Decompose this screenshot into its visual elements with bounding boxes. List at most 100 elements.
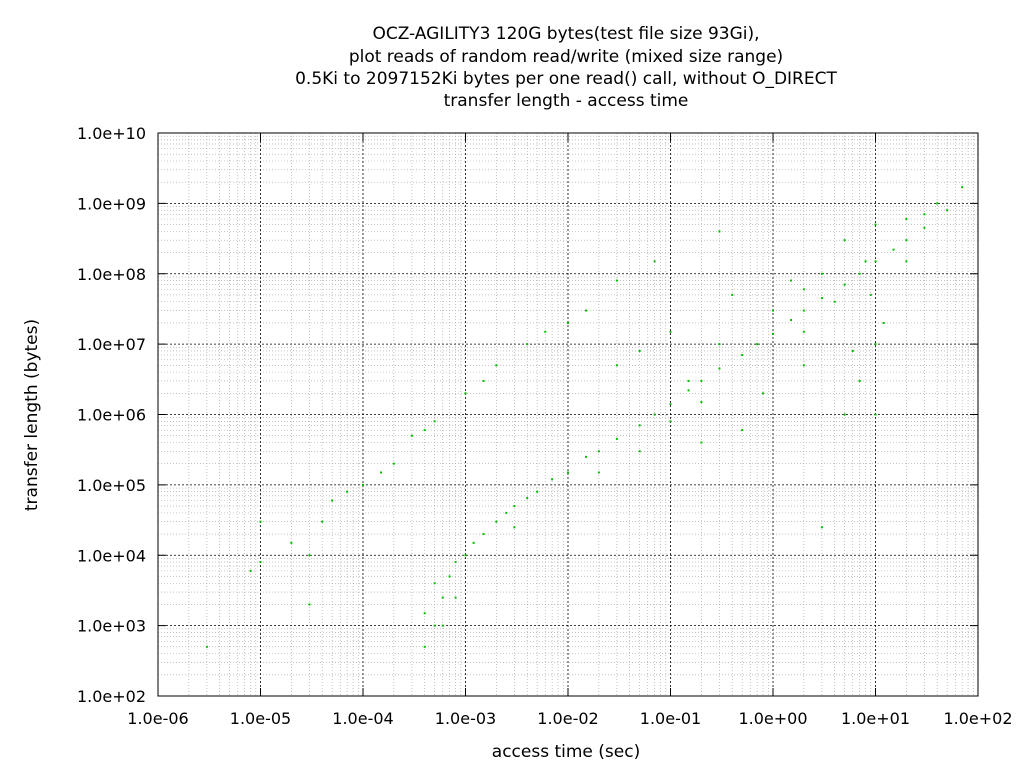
data-point [433,420,436,423]
data-point [567,321,569,324]
data-point [833,300,836,303]
data-point [700,401,703,404]
data-point [905,260,908,263]
data-point [597,450,600,453]
data-point [513,505,516,508]
data-point [923,226,926,229]
major-grid [157,132,979,697]
x-tick-label: 1.0e-03 [435,709,496,728]
data-point [585,309,588,312]
data-point [653,260,656,263]
data-point [802,364,805,367]
data-point [772,309,774,312]
x-tick-label: 1.0e+00 [738,709,807,728]
data-point [410,434,413,437]
data-point [802,288,805,291]
title-line-3: 0.5Ki to 2097152Ki bytes per one read() … [295,69,837,89]
y-tick-label: 1.0e+05 [77,476,146,495]
data-point [718,230,721,233]
data-point [638,349,641,352]
data-point [858,379,861,382]
x-tick-label: 1.0e-02 [537,709,598,728]
data-point [464,554,467,557]
data-point [448,575,451,578]
data-points [205,186,964,648]
data-point [946,209,949,212]
data-point [536,490,539,493]
data-point [718,343,721,346]
data-point [495,364,498,367]
title-line-1: OCZ-AGILITY3 120G bytes(test file size 9… [372,24,759,44]
data-point [843,413,846,416]
y-tick-label: 1.0e+07 [77,335,146,354]
data-point [802,330,805,333]
data-point [321,520,324,523]
data-point [864,260,867,263]
x-tick-label: 1.0e-01 [640,709,701,728]
data-point [441,624,444,627]
data-point [290,541,293,544]
data-point [526,497,529,500]
data-point [423,645,426,648]
y-tick-label: 1.0e+10 [77,124,146,143]
data-point [936,202,939,205]
data-point [526,343,529,346]
data-point [874,260,877,263]
data-point [874,223,877,226]
x-axis-ticks: 1.0e-06 1.0e-05 1.0e-04 1.0e-03 1.0e-02 1.0e-… [127,133,1013,728]
data-point [687,379,690,382]
data-point [454,596,457,599]
data-point [892,248,895,251]
data-point [762,392,765,395]
y-tick-label: 1.0e+06 [77,406,146,425]
data-point [669,420,672,423]
data-point [205,645,208,648]
data-point [433,624,436,627]
data-point [687,389,690,392]
y-axis-label: transfer length (bytes) [22,319,42,511]
data-point [843,283,846,286]
title-line-2: plot reads of random read/write (mixed s… [349,47,783,67]
y-tick-label: 1.0e+08 [77,265,146,284]
data-point [756,343,759,346]
data-point [513,526,516,529]
y-tick-label: 1.0e+09 [77,194,146,213]
data-point [567,471,569,474]
data-point [249,569,252,572]
minor-grid [158,133,978,696]
chart-title: OCZ-AGILITY3 120G bytes(test file size 9… [295,24,837,111]
data-point [551,478,554,481]
data-point [669,403,672,406]
data-point [905,217,908,220]
data-point [869,293,872,296]
data-point [392,462,395,465]
data-point [772,332,774,335]
data-point [441,596,444,599]
x-tick-label: 1.0e+02 [943,709,1012,728]
data-point [585,455,588,458]
data-point [308,603,311,606]
data-point [331,499,334,502]
data-point [669,330,672,333]
data-point [615,437,618,440]
data-point [472,541,475,544]
data-point [638,424,641,427]
data-point [700,441,703,444]
data-point [482,533,485,536]
data-point [482,379,485,382]
data-point [380,471,383,474]
data-point [802,309,805,312]
data-point [454,561,457,564]
data-point [820,272,823,275]
data-point [615,279,618,282]
data-point [905,239,908,242]
y-tick-label: 1.0e+03 [77,617,146,636]
x-tick-label: 1.0e+01 [841,709,910,728]
data-point [843,239,846,242]
data-point [346,490,349,493]
x-axis-label: access time (sec) [492,742,640,762]
data-point [423,429,426,432]
y-tick-label: 1.0e+04 [77,546,146,565]
data-point [259,520,262,523]
